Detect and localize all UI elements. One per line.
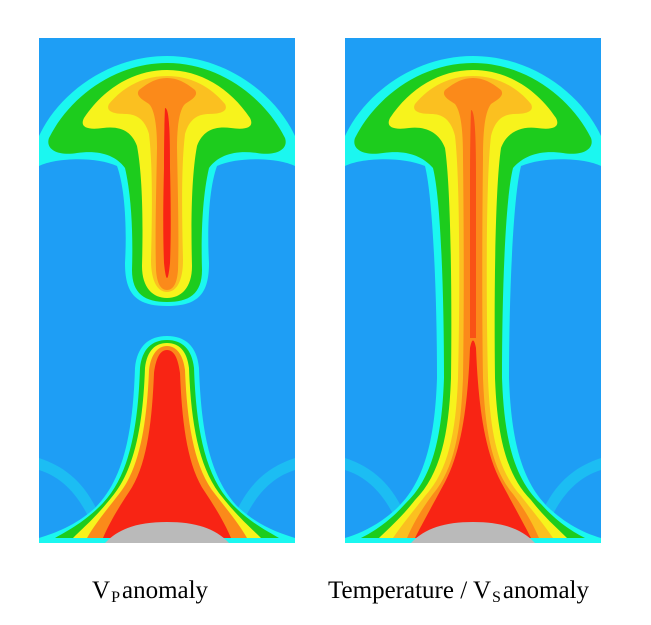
conduit-contour-red — [103, 350, 231, 538]
plume-contour-red-upper — [470, 110, 476, 338]
temperature-vs-anomaly-contour-plot — [345, 38, 601, 543]
core-boundary — [105, 522, 229, 543]
vp-anomaly-caption: VPanomaly — [92, 578, 208, 606]
caption-main: V — [92, 577, 111, 604]
caption-subscript: S — [492, 589, 501, 606]
temperature-vs-anomaly-caption: Temperature / VSanomaly — [328, 578, 589, 606]
caption-main: Temperature / V — [328, 577, 492, 604]
vp-anomaly-contour-plot — [39, 38, 295, 543]
caption-rest: anomaly — [502, 577, 590, 604]
core-boundary — [411, 522, 535, 543]
vp-anomaly-panel — [39, 38, 295, 543]
temperature-vs-anomaly-panel — [345, 38, 601, 543]
caption-subscript: P — [111, 589, 120, 606]
caption-rest: anomaly — [121, 577, 209, 604]
plume-contour-red — [415, 340, 531, 538]
head-contour-red — [163, 108, 171, 278]
